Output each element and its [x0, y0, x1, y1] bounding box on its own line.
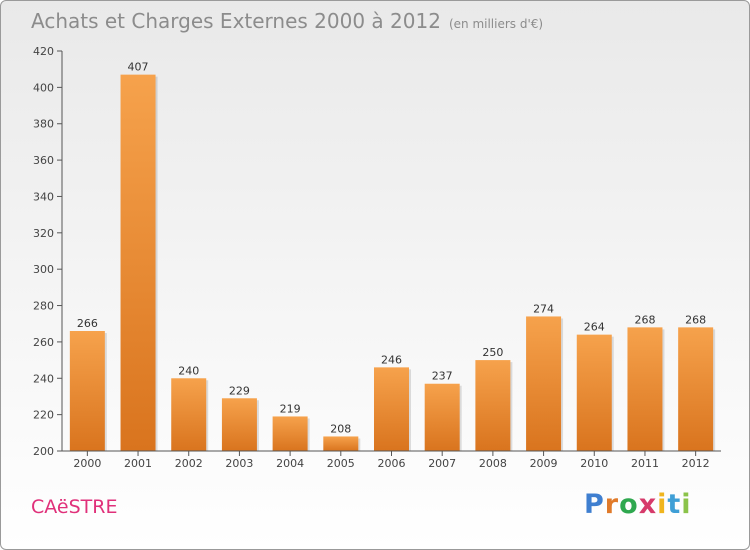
bar-value-label: 219	[280, 402, 301, 415]
bar-value-label: 274	[533, 302, 554, 315]
bar-2009	[526, 316, 562, 451]
bar-value-label: 268	[634, 313, 655, 326]
x-tick-label: 2006	[378, 457, 406, 470]
proxiti-logo: Proxiti	[584, 489, 692, 520]
axes-group: 2000 2001 2002 2003 2004 2005 2006 2007 2008 2009…	[33, 45, 721, 470]
y-tick-label: 220	[33, 409, 54, 422]
logo-letter: i	[657, 489, 668, 520]
bar-2010	[576, 334, 612, 451]
bar-value-label: 407	[128, 61, 149, 74]
x-tick-label: 2004	[276, 457, 304, 470]
bar-value-label: 229	[229, 384, 250, 397]
x-tick-label: 2001	[124, 457, 152, 470]
city-name: CAëSTRE	[31, 496, 118, 518]
logo-letter: x	[638, 489, 658, 520]
bar-value-label: 246	[381, 353, 402, 366]
x-tick-label: 2011	[631, 457, 659, 470]
x-tick-label: 2008	[479, 457, 507, 470]
bar-value-label: 208	[330, 422, 351, 435]
chart-title-main: Achats et Charges Externes 2000 à 2012	[31, 9, 441, 33]
logo-letter: P	[584, 489, 605, 520]
bar-value-label: 266	[77, 317, 98, 330]
y-tick-label: 360	[33, 154, 54, 167]
bar-2003	[221, 398, 257, 451]
y-tick-label: 420	[33, 45, 54, 58]
bar-value-label: 268	[685, 313, 706, 326]
y-tick-label: 240	[33, 372, 54, 385]
logo-letter: r	[604, 489, 620, 520]
x-tick-label: 2003	[225, 457, 253, 470]
y-tick-label: 380	[33, 118, 54, 131]
x-tick-label: 2005	[327, 457, 355, 470]
x-tick-label: 2000	[73, 457, 101, 470]
bar-2001	[120, 74, 156, 452]
bar-value-label: 264	[584, 321, 605, 334]
y-tick-label: 200	[33, 445, 54, 458]
y-tick-label: 280	[33, 300, 54, 313]
bar-2007	[424, 383, 460, 451]
x-tick-label: 2002	[175, 457, 203, 470]
x-tick-label: 2007	[428, 457, 456, 470]
y-tick-label: 260	[33, 336, 54, 349]
bar-2002	[171, 378, 207, 451]
logo-letter: o	[619, 489, 639, 520]
x-tick-label: 2009	[530, 457, 558, 470]
bar-2008	[475, 360, 511, 451]
y-tick-label: 320	[33, 227, 54, 240]
chart-subtitle: (en milliers d'€)	[448, 17, 544, 31]
y-tick-label: 400	[33, 81, 54, 94]
y-tick-label: 300	[33, 263, 54, 276]
x-tick-label: 2010	[580, 457, 608, 470]
logo-letter: i	[681, 489, 692, 520]
logo-letter: t	[667, 489, 682, 520]
bar-2012	[678, 327, 714, 451]
bar-2000	[69, 331, 105, 451]
bars-group: 266 407 240 229 219 208 246 237 250 274 264 268 268	[69, 61, 716, 452]
y-tick-label: 340	[33, 190, 54, 203]
bar-value-label: 237	[432, 370, 453, 383]
bar-2011	[627, 327, 663, 451]
chart-title: Achats et Charges Externes 2000 à 2012 (e…	[31, 9, 543, 33]
x-tick-label: 2012	[682, 457, 710, 470]
bar-value-label: 250	[482, 346, 503, 359]
bar-2004	[272, 416, 308, 451]
bar-value-label: 240	[178, 364, 199, 377]
bar-2006	[374, 367, 409, 451]
bar-2005	[323, 436, 359, 451]
